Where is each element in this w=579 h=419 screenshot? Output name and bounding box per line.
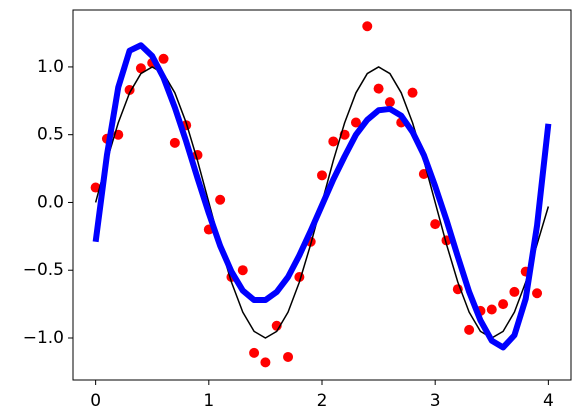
y-tick-label: 0.0 [37, 192, 64, 212]
plot-frame [72, 9, 572, 381]
line-series [92, 42, 552, 351]
scatter-point [237, 265, 248, 276]
scatter-point [486, 304, 497, 315]
y-tick-label: 0.5 [37, 125, 64, 145]
scatter-point [407, 87, 418, 98]
x-tick-label: 2 [317, 391, 328, 411]
scatter-point [158, 53, 169, 64]
scatter-point [328, 136, 339, 147]
y-tick-label: −0.5 [23, 260, 64, 280]
scatter-point [509, 286, 520, 297]
x-tick-label: 1 [203, 391, 214, 411]
scatter-point [350, 117, 361, 128]
scatter-point [283, 351, 294, 362]
y-tick-label: 1.0 [37, 57, 64, 77]
x-tick-label: 0 [90, 391, 101, 411]
scatter-point [498, 299, 509, 310]
scatter-point [90, 182, 101, 193]
scatter-point [317, 170, 327, 181]
scatter-point [384, 97, 395, 108]
scatter-point [373, 83, 384, 94]
x-tick-label: 4 [543, 391, 554, 411]
scatter-point [532, 288, 543, 299]
scatter-point [135, 63, 146, 74]
scatter-point [215, 194, 226, 205]
scatter-point [362, 21, 373, 32]
scatter-point [430, 219, 441, 230]
scatter-point [169, 137, 180, 148]
y-tick-label: −1.0 [23, 328, 64, 348]
x-tick-label: 3 [430, 391, 441, 411]
scatter-point [260, 357, 271, 368]
scatter-point [249, 347, 260, 358]
scatter-point [464, 324, 475, 335]
